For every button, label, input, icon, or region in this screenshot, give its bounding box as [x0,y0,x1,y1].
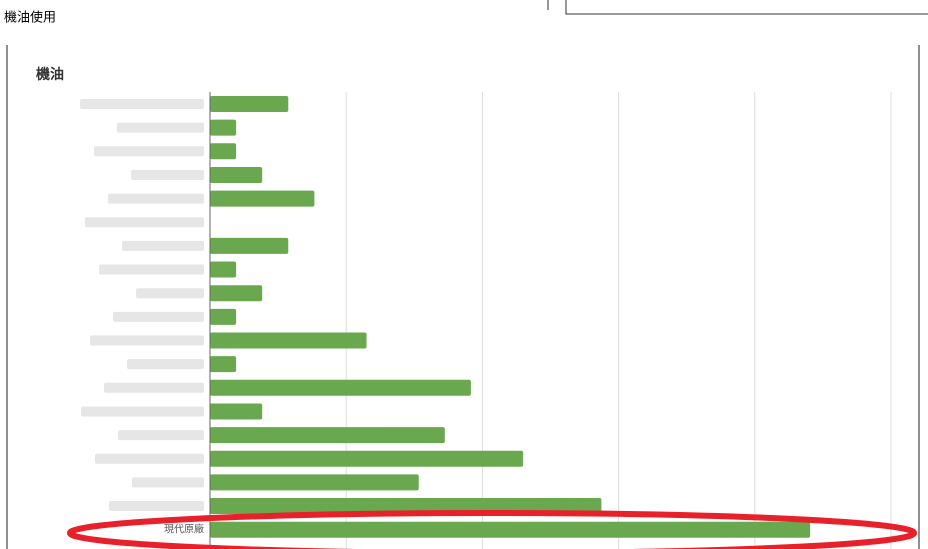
page-title: 機油使用 [4,10,56,26]
blurred-label [136,288,204,299]
blurred-label [117,122,204,133]
bar [210,166,263,183]
highlight-ellipse [67,510,917,549]
blurred-label [81,406,204,417]
blurred-label [94,146,204,157]
bar [210,96,289,112]
bar [210,450,524,467]
bar [210,427,445,444]
bar [210,332,367,349]
blurred-label [104,382,204,393]
blurred-label [99,264,204,275]
bar [210,403,263,420]
blurred-label [118,430,204,441]
blurred-label [113,311,204,322]
bar [210,474,419,491]
bar [210,143,237,160]
bar [210,261,237,278]
y-tick-label: 現代原廠 [164,523,204,536]
blurred-label [85,217,204,228]
panel-edge [565,0,928,15]
bar [210,119,237,136]
bar [210,308,237,325]
blurred-label [109,501,204,512]
blurred-label [127,359,204,370]
blurred-label [131,169,204,180]
blurred-label [95,453,204,464]
bar [210,521,811,538]
chart-title: 機油 [36,66,64,83]
blurred-label [132,477,204,488]
bar [210,356,237,373]
plot: 現代原廠 [80,92,892,549]
bar [210,237,289,254]
bar [210,285,263,302]
blurred-label [122,240,204,251]
bar [210,190,315,207]
blurred-label [90,335,204,346]
blurred-label [108,193,204,204]
bar [210,379,471,396]
blurred-label [80,99,204,109]
